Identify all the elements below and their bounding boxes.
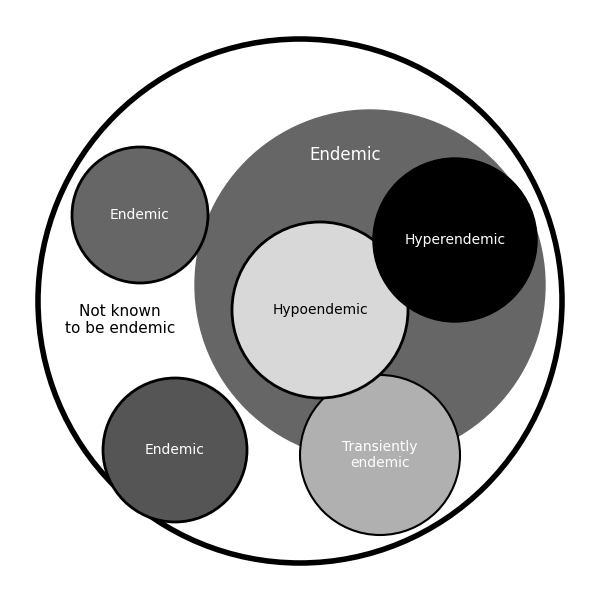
Text: Endemic: Endemic [110,208,170,222]
Circle shape [373,158,537,322]
Circle shape [195,110,545,460]
Text: Hypoendemic: Hypoendemic [272,303,368,317]
Circle shape [232,222,408,398]
Text: Hyperendemic: Hyperendemic [404,233,506,247]
Circle shape [103,378,247,522]
Circle shape [72,147,208,283]
Circle shape [38,39,562,563]
Circle shape [300,375,460,535]
Text: Not known
to be endemic: Not known to be endemic [65,304,175,336]
Text: Transiently
endemic: Transiently endemic [342,440,418,470]
Text: Endemic: Endemic [145,443,205,457]
Text: Endemic: Endemic [309,146,381,164]
